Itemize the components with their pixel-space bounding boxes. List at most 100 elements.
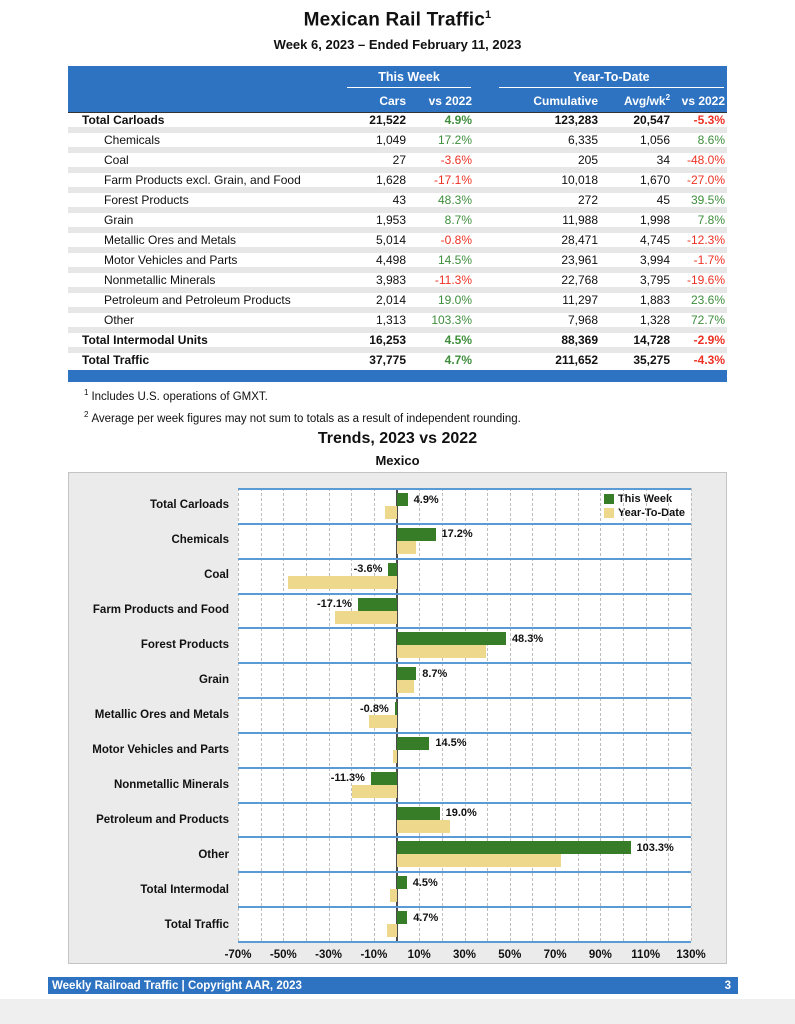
header-spacer-cell xyxy=(474,88,497,113)
gridline xyxy=(600,488,602,941)
plot-area: This Week Year-To-Date 4.9% 17.2% -3.6% -17… xyxy=(238,488,692,943)
category-label: Farm Products and Food xyxy=(92,604,229,617)
cars-value: 16,253 xyxy=(344,326,408,350)
cumulative-value: 23,961 xyxy=(496,246,601,270)
cars-value: 1,953 xyxy=(344,206,408,230)
traffic-table-section: This Week Year-To-Date Cars vs 2022 Cumu… xyxy=(68,66,728,382)
this-week-vs2022-value: 19.0% xyxy=(408,286,475,310)
spacer-cell xyxy=(474,112,497,130)
ytd-vs2022-value: -5.3% xyxy=(672,112,728,130)
bar-value-label: -17.1% xyxy=(316,598,352,611)
cumulative-value: 272 xyxy=(496,186,601,210)
row-label: Nonmetallic Minerals xyxy=(68,266,344,290)
cars-value: 2,014 xyxy=(344,286,408,310)
ytd-vs2022-value: 72.7% xyxy=(672,306,728,330)
this-week-vs2022-value: -11.3% xyxy=(408,266,475,290)
ytd-vs2022-value: -12.3% xyxy=(672,226,728,250)
table-column-header-row: Cars vs 2022 Cumulative Avg/wk2 vs 2022 xyxy=(68,88,728,113)
bar-year-to-date xyxy=(396,854,562,868)
spacer-cell xyxy=(474,326,497,350)
bar-value-label: 17.2% xyxy=(441,528,473,541)
zero-axis-line xyxy=(395,488,398,941)
table-row: Petroleum and Petroleum Products 2,014 19.… xyxy=(68,286,728,310)
category-label: Coal xyxy=(204,569,229,582)
avgwk-footnote-marker: 2 xyxy=(665,92,671,102)
table-row: Total Traffic 37,775 4.7% 211,652 35,275 -4.3… xyxy=(68,346,728,367)
table-group-header-row: This Week Year-To-Date xyxy=(68,66,728,88)
avg-per-week-value: 3,994 xyxy=(600,246,673,270)
bar-year-to-date xyxy=(287,575,397,589)
x-tick-label: 110% xyxy=(631,949,661,961)
chart-band: -0.8% xyxy=(238,697,691,732)
ytd-vs2022-value: -48.0% xyxy=(672,146,728,170)
this-week-vs2022-value: 14.5% xyxy=(408,246,475,270)
x-tick-label: -10% xyxy=(360,949,388,961)
avg-per-week-value: 1,328 xyxy=(600,306,673,330)
gridline xyxy=(464,488,466,941)
footnote-1-text: Includes U.S. operations of GMXT. xyxy=(91,390,268,403)
x-tick-label: 50% xyxy=(498,949,522,961)
legend-item-this-week: This Week xyxy=(603,493,685,505)
page-title: Mexican Rail Traffic1 xyxy=(0,9,795,31)
table-row: Total Intermodal Units 16,253 4.5% 88,369 14… xyxy=(68,326,728,350)
bar-this-week xyxy=(396,736,430,750)
bar-this-week xyxy=(396,667,417,681)
spacer-cell xyxy=(474,266,497,290)
this-week-vs2022-value: 17.2% xyxy=(408,126,475,150)
spacer-cell xyxy=(474,206,497,230)
ytd-vs2022-value: -1.7% xyxy=(672,246,728,270)
cumulative-value: 211,652 xyxy=(496,346,601,367)
cars-value: 4,498 xyxy=(344,246,408,270)
chart-band: 8.7% xyxy=(238,662,691,697)
x-tick-label: -50% xyxy=(269,949,297,961)
page-subtitle: Week 6, 2023 – Ended February 11, 2023 xyxy=(273,37,522,52)
chart-band: 14.5% xyxy=(238,731,691,767)
chart-band: 103.3% xyxy=(238,836,691,871)
ytd-vs2022-value: 39.5% xyxy=(672,186,728,210)
category-label: Chemicals xyxy=(171,534,229,547)
category-label: Petroleum and Products xyxy=(96,814,229,827)
legend-label-this-week: This Week xyxy=(617,493,673,505)
spacer-cell xyxy=(474,146,497,170)
footnote-1: 1 Includes U.S. operations of GMXT. xyxy=(84,388,521,403)
avg-per-week-value: 14,728 xyxy=(600,326,673,350)
chart-band: 4.9% xyxy=(238,488,691,523)
row-label: Grain xyxy=(68,206,344,230)
x-axis: -70% -50% -30% -10% 10% 30% 50% 70% 90% 110% 130% xyxy=(225,949,706,964)
chart-band: 19.0% xyxy=(238,801,691,837)
column-header-ytd-vs2022: vs 2022 xyxy=(672,88,728,113)
avg-per-week-value: 34 xyxy=(600,146,673,170)
this-week-vs2022-value: 4.7% xyxy=(408,346,475,367)
bar-year-to-date xyxy=(396,819,450,833)
avg-per-week-value: 1,998 xyxy=(600,206,673,230)
cars-value: 3,983 xyxy=(344,266,408,290)
category-label: Motor Vehicles and Parts xyxy=(92,744,229,757)
bar-this-week xyxy=(396,527,436,541)
bar-this-week xyxy=(396,806,440,820)
traffic-table: This Week Year-To-Date Cars vs 2022 Cumu… xyxy=(68,66,728,367)
chart-band: -3.6% xyxy=(238,557,691,593)
row-label: Motor Vehicles and Parts xyxy=(68,246,344,270)
legend-swatch-this-week-icon xyxy=(603,494,614,504)
footnotes: 1 Includes U.S. operations of GMXT. 2 Aver… xyxy=(84,388,521,432)
bar-this-week xyxy=(396,632,506,646)
bar-this-week xyxy=(394,702,397,716)
row-label: Metallic Ores and Metals xyxy=(68,226,344,250)
bar-year-to-date xyxy=(335,610,397,624)
gridline xyxy=(238,488,239,941)
table-header: This Week Year-To-Date Cars vs 2022 Cumu… xyxy=(68,66,728,113)
avg-per-week-value: 1,670 xyxy=(600,166,673,190)
cumulative-value: 205 xyxy=(496,146,601,170)
bar-value-label: 4.9% xyxy=(413,493,439,506)
row-label: Other xyxy=(68,306,344,330)
bar-year-to-date xyxy=(389,889,397,903)
table-row: Total Carloads 21,522 4.9% 123,283 20,547 -5.… xyxy=(68,112,728,130)
spacer-cell xyxy=(474,306,497,330)
avg-per-week-value: 3,795 xyxy=(600,266,673,290)
bar-this-week xyxy=(396,841,631,855)
bar-value-label: 103.3% xyxy=(636,841,674,854)
cars-value: 27 xyxy=(344,146,408,170)
gridline xyxy=(532,488,534,941)
footnote-2: 2 Average per week figures may not sum to… xyxy=(84,410,521,425)
category-label: Other xyxy=(198,849,229,862)
